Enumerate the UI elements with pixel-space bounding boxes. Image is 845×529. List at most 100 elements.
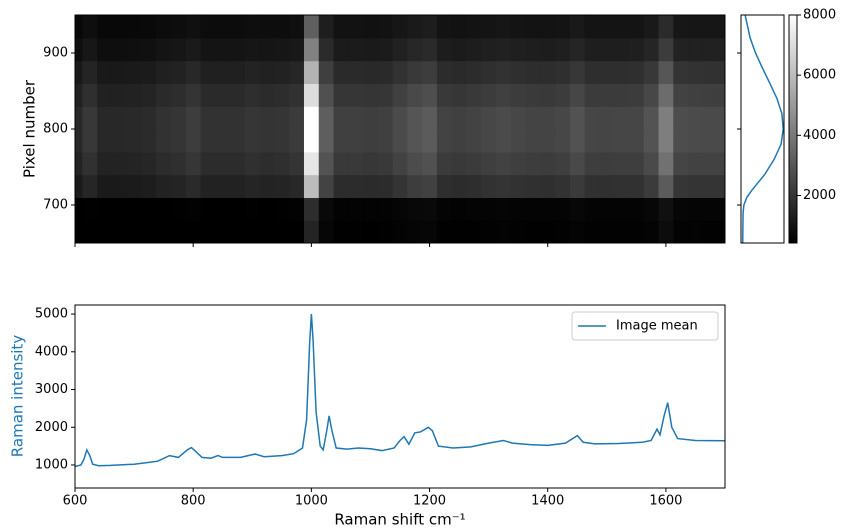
heatmap-cell: [215, 106, 231, 130]
heatmap-cell: [75, 220, 83, 243]
heatmap-cell: [244, 37, 261, 62]
heatmap-cell: [584, 15, 601, 39]
heatmap-cell: [333, 37, 349, 62]
heatmap-cell: [171, 60, 187, 84]
heatmap-cell: [599, 106, 615, 130]
heatmap-cell: [702, 37, 719, 62]
heatmap-cell: [555, 220, 571, 243]
heatmap-cell: [259, 129, 276, 153]
heatmap-cell: [392, 174, 408, 198]
heatmap-cell: [555, 37, 571, 62]
heatmap-cell: [451, 129, 468, 153]
heatmap-cell: [200, 174, 216, 198]
heatmap-cell: [584, 83, 601, 107]
heatmap-cell: [436, 197, 453, 221]
heatmap-cell: [259, 15, 276, 39]
colorbar-frame: [788, 14, 798, 244]
heatmap-cell: [303, 220, 320, 243]
heatmap-cell: [215, 60, 231, 84]
heatmap-cell: [673, 83, 689, 107]
heatmap-cell: [496, 83, 512, 107]
heatmap-cell: [259, 60, 276, 84]
heatmap-cell: [466, 15, 482, 39]
heatmap-cell: [392, 60, 408, 84]
heatmap-cell: [333, 174, 349, 198]
heatmap-cell: [481, 129, 497, 153]
heatmap-cell: [717, 15, 725, 39]
heatmap-cell: [185, 197, 202, 221]
heatmap-cell: [82, 129, 98, 153]
heatmap-cell: [82, 60, 98, 84]
heatmap-cell: [318, 60, 335, 84]
heatmap-cell: [569, 37, 586, 62]
heatmap-cell: [599, 129, 615, 153]
heatmap-cell: [540, 106, 556, 130]
heatmap-cell: [185, 220, 202, 243]
heatmap-cell: [702, 220, 719, 243]
heatmap-cell: [466, 220, 482, 243]
heatmap-cell: [628, 129, 645, 153]
heatmap-cell: [702, 174, 719, 198]
y-tick-label: 2000: [35, 420, 68, 435]
heatmap-cell: [688, 60, 704, 84]
heatmap-cell: [569, 174, 586, 198]
heatmap-cell: [481, 220, 497, 243]
heatmap-cell: [244, 15, 261, 39]
heatmap-cell: [540, 37, 556, 62]
heatmap-cell: [111, 106, 128, 130]
heatmap-cell: [126, 60, 143, 84]
heatmap-cell: [111, 151, 128, 176]
heatmap-cell: [407, 83, 423, 107]
heatmap-cell: [688, 15, 704, 39]
heatmap-cell: [230, 83, 246, 107]
heatmap-cell: [599, 60, 615, 84]
heatmap-cell: [510, 220, 527, 243]
heatmap-cell: [569, 197, 586, 221]
heatmap-cell: [599, 174, 615, 198]
heatmap-cell: [717, 60, 725, 84]
heatmap-cell: [259, 197, 276, 221]
heatmap-cell: [156, 197, 172, 221]
heatmap-cell: [156, 106, 172, 130]
heatmap-cell: [599, 37, 615, 62]
heatmap-cell: [274, 37, 290, 62]
heatmap-cell: [673, 151, 689, 176]
heatmap-cell: [436, 174, 453, 198]
heatmap-cell: [289, 37, 305, 62]
heatmap-cell: [111, 174, 128, 198]
heatmap-cell: [185, 37, 202, 62]
heatmap-cell: [126, 174, 143, 198]
y-tick-label: 800: [43, 122, 68, 137]
heatmap-cell: [673, 129, 689, 153]
heatmap-cell: [407, 151, 423, 176]
heatmap-cell: [363, 174, 379, 198]
heatmap-cell: [628, 83, 645, 107]
heatmap-cell: [377, 106, 394, 130]
heatmap-cell: [569, 151, 586, 176]
heatmap-cell: [259, 220, 276, 243]
heatmap-cell: [82, 37, 98, 62]
heatmap-cell: [422, 15, 438, 39]
heatmap-cell: [540, 60, 556, 84]
heatmap-cell: [363, 129, 379, 153]
heatmap-cell: [215, 129, 231, 153]
heatmap-cell: [584, 174, 601, 198]
heatmap-cell: [244, 60, 261, 84]
heatmap-cell: [215, 37, 231, 62]
heatmap-cell: [171, 151, 187, 176]
heatmap-cell: [525, 174, 541, 198]
heatmap-cell: [525, 220, 541, 243]
heatmap-cell: [466, 174, 482, 198]
heatmap-cell: [422, 220, 438, 243]
y-tick-label: 3000: [35, 382, 68, 397]
heatmap-cell: [466, 60, 482, 84]
heatmap-cell: [407, 106, 423, 130]
heatmap-cell: [348, 15, 364, 39]
heatmap-cell: [75, 83, 83, 107]
heatmap-cell: [82, 106, 98, 130]
heatmap-cell: [658, 220, 674, 243]
heatmap-cell: [97, 15, 113, 39]
heatmap-cell: [555, 174, 571, 198]
heatmap-cell: [171, 174, 187, 198]
heatmap-cell: [702, 60, 719, 84]
